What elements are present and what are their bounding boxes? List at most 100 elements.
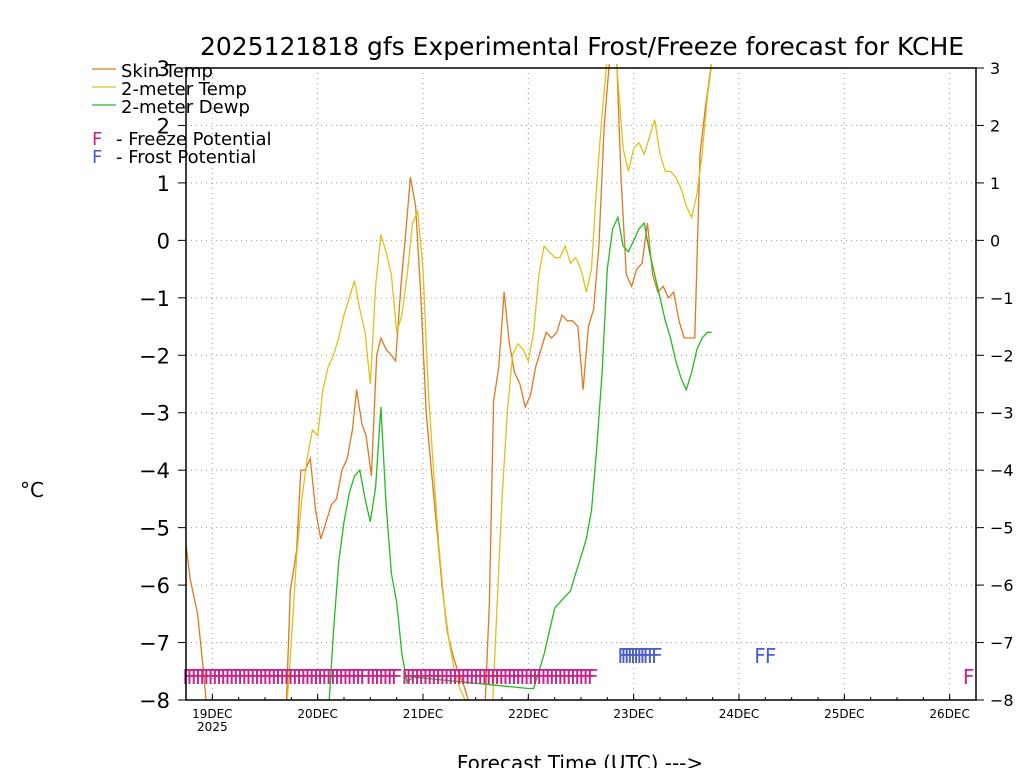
freeze-marker: F xyxy=(250,665,262,689)
freeze-marker: F xyxy=(536,665,548,689)
x-tick-label: 25DEC xyxy=(824,707,864,721)
legend-label: 2-meter Dewp xyxy=(121,97,250,118)
freeze-marker: F xyxy=(199,665,211,689)
freeze-marker: F xyxy=(258,665,270,689)
freeze-marker: F xyxy=(587,665,599,689)
freeze-marker: F xyxy=(191,665,203,689)
frost-marker: F xyxy=(636,644,648,668)
legend-marker-label: - Freeze Potential xyxy=(116,129,272,150)
freeze-marker: F xyxy=(528,665,540,689)
y-tick-label-left: −3 xyxy=(139,402,170,426)
frost-marker: F xyxy=(643,644,655,668)
freeze-marker: F xyxy=(406,665,418,689)
freeze-marker: F xyxy=(208,665,220,689)
y-tick-label-right: −4 xyxy=(990,461,1014,480)
frost-marker: F xyxy=(617,644,629,668)
freeze-marker: F xyxy=(583,665,595,689)
y-tick-label-right: −6 xyxy=(990,576,1014,595)
freeze-marker: F xyxy=(460,665,472,689)
freeze-marker: F xyxy=(237,665,249,689)
chart-title: 2025121818 gfs Experimental Frost/Freeze… xyxy=(200,32,964,61)
freeze-marker: F xyxy=(351,665,363,689)
freeze-marker: F xyxy=(391,665,403,689)
frost-marker: F xyxy=(633,644,645,668)
y-tick-label-left: 2 xyxy=(157,114,170,138)
freeze-marker: F xyxy=(574,665,586,689)
axes: −8 −8 −7 −7 −6 −6 −5 −5 −4 −4 −3 −3 −2 −2 −1 −1 0 0 1 1 2 2 3 3… xyxy=(139,57,1014,734)
freeze-marker: F xyxy=(486,665,498,689)
freeze-marker: F xyxy=(321,665,333,689)
freeze-marker: F xyxy=(498,665,510,689)
y-tick-label-left: −8 xyxy=(139,689,170,713)
legend-marker-letter: F xyxy=(92,147,102,168)
plot-frame xyxy=(185,67,977,701)
y-tick-label-right: −7 xyxy=(990,634,1014,653)
freeze-marker: F xyxy=(347,665,359,689)
freeze-marker: F xyxy=(456,665,468,689)
freeze-marker: F xyxy=(241,665,253,689)
y-tick-label-left: −7 xyxy=(139,632,170,656)
y-tick-label-right: 1 xyxy=(990,174,1000,193)
series-layer xyxy=(186,64,713,700)
freeze-marker: F xyxy=(330,665,342,689)
frost-marker: F xyxy=(647,644,659,668)
freeze-marker: F xyxy=(216,665,228,689)
freeze-marker: F xyxy=(195,665,207,689)
freeze-marker: F xyxy=(473,665,485,689)
y-tick-label-right: 0 xyxy=(990,231,1000,250)
marker-layer: FFFFFFFFFFFFFFFFFFFFFFFFFFFFFFFFFFFFFFFF… xyxy=(182,644,974,689)
freeze-marker: F xyxy=(540,665,552,689)
freeze-marker: F xyxy=(401,665,413,689)
freeze-marker: F xyxy=(292,665,304,689)
x-tick-label: 22DEC xyxy=(508,707,548,721)
freeze-marker: F xyxy=(477,665,489,689)
freeze-marker: F xyxy=(309,665,321,689)
freeze-marker: F xyxy=(515,665,527,689)
series-line-2-meter-dewp xyxy=(328,215,712,700)
legend-label: Skin Temp xyxy=(121,61,213,82)
freeze-marker: F xyxy=(524,665,536,689)
y-tick-label-right: −3 xyxy=(990,404,1014,423)
freeze-marker: F xyxy=(246,665,258,689)
frost-marker: F xyxy=(621,644,633,668)
freeze-marker: F xyxy=(378,665,390,689)
freeze-marker: F xyxy=(254,665,266,689)
freeze-marker: F xyxy=(532,665,544,689)
x-tick-label: 24DEC xyxy=(719,707,759,721)
freeze-marker: F xyxy=(359,665,371,689)
freeze-marker: F xyxy=(296,665,308,689)
freeze-marker: F xyxy=(283,665,295,689)
freeze-marker: F xyxy=(313,665,325,689)
freeze-marker: F xyxy=(275,665,287,689)
x-tick-label: 21DEC xyxy=(403,707,443,721)
grid-lines xyxy=(186,68,976,700)
freeze-marker: F xyxy=(553,665,565,689)
y-tick-label-right: −1 xyxy=(990,289,1014,308)
freeze-marker: F xyxy=(414,665,426,689)
freeze-marker: F xyxy=(566,665,578,689)
y-tick-label-right: −8 xyxy=(990,691,1014,710)
freeze-marker: F xyxy=(435,665,447,689)
x-tick-label: 23DEC xyxy=(613,707,653,721)
freeze-marker: F xyxy=(370,665,382,689)
freeze-marker: F xyxy=(427,665,439,689)
frost-marker: F xyxy=(765,644,777,668)
frost-marker: F xyxy=(639,644,651,668)
y-tick-label-left: −1 xyxy=(139,287,170,311)
freeze-marker: F xyxy=(507,665,519,689)
freeze-marker: F xyxy=(305,665,317,689)
freeze-marker: F xyxy=(279,665,291,689)
freeze-marker: F xyxy=(439,665,451,689)
legend-marker-label: - Frost Potential xyxy=(116,147,256,168)
freeze-marker: F xyxy=(562,665,574,689)
y-tick-label-left: −4 xyxy=(139,459,170,483)
x-axis-label: Forecast Time (UTC) ---> xyxy=(457,751,703,768)
freeze-marker: F xyxy=(570,665,582,689)
y-tick-label-right: 2 xyxy=(990,116,1000,135)
legend-marker-letter: F xyxy=(92,129,102,150)
frost-marker: F xyxy=(630,644,642,668)
y-tick-label-left: 1 xyxy=(157,172,170,196)
freeze-marker: F xyxy=(452,665,464,689)
y-tick-label-left: 0 xyxy=(157,229,170,253)
